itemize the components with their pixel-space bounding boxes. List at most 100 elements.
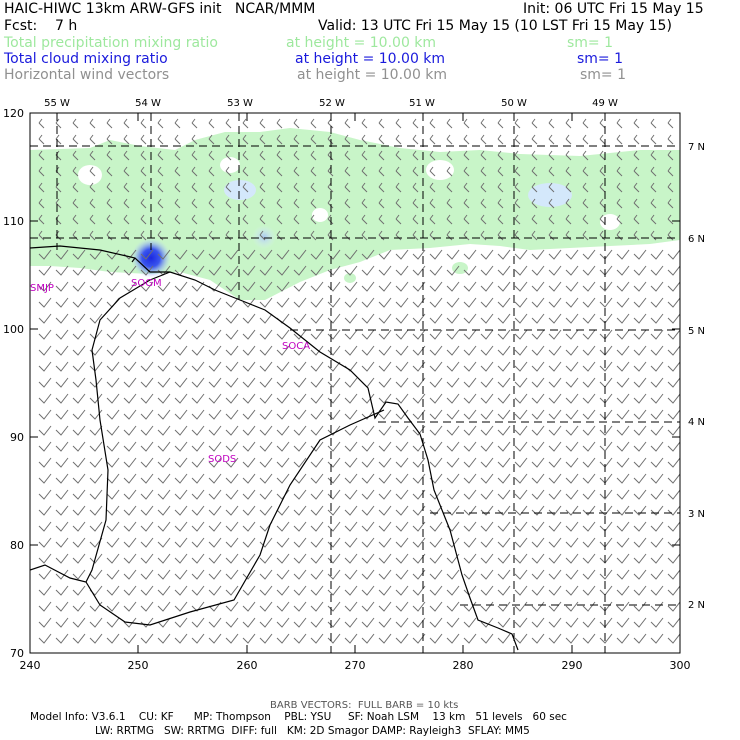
wind-barb <box>259 182 266 193</box>
wind-barb <box>38 198 45 209</box>
wind-barb <box>106 489 120 500</box>
x-tick-label: 300 <box>670 659 691 672</box>
wind-barb <box>242 393 256 404</box>
wind-barb <box>72 585 86 596</box>
wind-barb <box>123 182 130 193</box>
wind-barb <box>616 361 630 372</box>
wind-barb <box>497 473 511 484</box>
wind-barb <box>531 505 545 516</box>
wind-barb <box>140 585 154 596</box>
wind-barb <box>446 617 460 628</box>
wind-barb <box>531 617 545 628</box>
wind-barb <box>293 633 307 644</box>
wind-barb <box>327 473 341 484</box>
wind-barb <box>225 633 239 644</box>
wind-barb <box>344 457 358 468</box>
wind-barb <box>191 182 198 193</box>
wind-barb <box>361 617 375 628</box>
wind-barb <box>344 118 351 129</box>
wind-barb <box>633 281 647 292</box>
wind-barb <box>259 425 273 436</box>
station-smjp: SMJP <box>30 283 54 294</box>
wind-barb <box>463 409 477 420</box>
wind-barb <box>667 457 680 468</box>
wind-barb <box>208 473 222 484</box>
wind-barb <box>667 297 680 308</box>
wind-barb <box>72 329 86 340</box>
wind-barb <box>463 214 470 225</box>
wind-barb <box>548 297 562 308</box>
wind-barb <box>276 409 290 420</box>
wind-barb <box>344 393 358 404</box>
wind-barb <box>667 182 674 193</box>
wind-barb <box>667 345 680 356</box>
wind-barb <box>582 473 596 484</box>
latitude-label: 3 N <box>688 509 705 520</box>
wind-barb <box>582 249 596 260</box>
wind-barb <box>123 553 137 564</box>
wind-barb <box>208 569 222 580</box>
wind-barb <box>259 441 273 452</box>
wind-barb <box>208 377 222 388</box>
wind-barb <box>361 377 375 388</box>
wind-barb <box>565 409 579 420</box>
wind-barb <box>531 329 545 340</box>
wind-barb <box>395 457 409 468</box>
wind-barb <box>72 118 79 129</box>
wind-barb <box>446 134 453 145</box>
wind-barb <box>361 457 375 468</box>
wind-barb <box>650 537 664 548</box>
latitude-label: 6 N <box>688 234 705 245</box>
wind-barb <box>616 377 630 388</box>
wind-barb <box>38 457 52 468</box>
wind-barb <box>480 150 487 161</box>
wind-barb <box>242 633 256 644</box>
wind-barb <box>106 585 120 596</box>
wind-barb <box>123 377 137 388</box>
wind-barb <box>446 473 460 484</box>
wind-barb <box>599 361 613 372</box>
y-tick-label: 80 <box>10 539 24 552</box>
wind-barb <box>191 345 205 356</box>
wind-barb <box>242 457 256 468</box>
wind-barb <box>548 118 555 129</box>
wind-barb <box>310 214 317 225</box>
wind-barb <box>157 393 171 404</box>
wind-barb <box>208 617 222 628</box>
wind-barb <box>191 521 205 532</box>
wind-barb <box>429 425 443 436</box>
wind-barb <box>38 505 52 516</box>
wind-barb <box>514 601 528 612</box>
wind-barb <box>650 150 657 161</box>
wind-barb <box>293 537 307 548</box>
wind-barb <box>55 569 69 580</box>
wind-barb <box>327 457 341 468</box>
wind-barb <box>395 489 409 500</box>
wind-barb <box>361 214 368 225</box>
wind-barb <box>242 297 256 308</box>
wind-barb <box>463 489 477 500</box>
wind-barb <box>38 214 45 225</box>
wind-barb <box>480 313 494 324</box>
wind-barb <box>310 441 324 452</box>
wind-barb <box>667 521 680 532</box>
wind-barb <box>157 166 164 177</box>
wind-barb <box>514 166 521 177</box>
wind-barb <box>616 505 630 516</box>
wind-barb <box>361 150 368 161</box>
latitude-label: 4 N <box>688 417 705 428</box>
wind-barb <box>38 569 52 580</box>
wind-barb <box>140 214 147 225</box>
wind-barb <box>157 537 171 548</box>
wind-barb <box>616 345 630 356</box>
wind-barb <box>565 489 579 500</box>
wind-barb <box>378 553 392 564</box>
wind-barb <box>208 166 215 177</box>
wind-barb <box>344 297 358 308</box>
wind-barb <box>174 198 181 209</box>
wind-barb <box>633 585 647 596</box>
wind-barb <box>344 265 358 276</box>
wind-barb <box>140 425 154 436</box>
wind-barb <box>208 409 222 420</box>
wind-barb <box>208 553 222 564</box>
